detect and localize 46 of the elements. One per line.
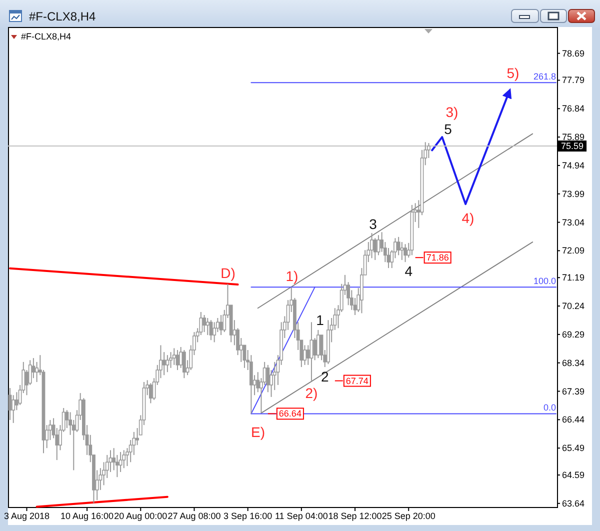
series-label: 261.8 <box>533 72 556 82</box>
y-tick-label: 67.39 <box>562 386 585 396</box>
series-label: 100.0 <box>533 276 556 286</box>
text: #F-CLX8,H4 <box>21 32 72 42</box>
y-tick-label: 64.59 <box>562 470 585 480</box>
annotation: D) <box>220 265 236 281</box>
y-tick-label: 72.09 <box>562 246 585 256</box>
x-tick-label: 27 Aug 08:00 <box>168 511 221 521</box>
annotation: 5) <box>506 65 520 81</box>
y-tick-label: 63.64 <box>562 498 585 508</box>
y-tick-label: 68.34 <box>562 358 585 368</box>
chart-title: #F-CLX8,H4 <box>29 10 96 24</box>
y-tick-label: 77.79 <box>562 75 585 86</box>
annotation: 1) <box>286 268 298 284</box>
x-tick-label: 3 Sep 16:00 <box>224 511 272 521</box>
y-tick-label: 73.99 <box>562 188 585 199</box>
annotation: 4) <box>462 210 474 226</box>
y-tick-label: 75.89 <box>562 132 585 142</box>
x-tick-label: 3 Aug 2018 <box>4 511 50 521</box>
annotation: 2) <box>305 385 318 402</box>
annotation: 3 <box>369 216 378 232</box>
annotation: 66.64 <box>278 408 302 419</box>
y-tick-label: 74.94 <box>562 160 585 170</box>
annotation: 4 <box>404 262 413 279</box>
series-label: 0.0 <box>543 402 556 413</box>
y-tick-label: 78.69 <box>562 48 585 58</box>
annotation: 5 <box>444 121 452 137</box>
y-tick-label: 65.49 <box>562 443 585 454</box>
annotation: 71.86 <box>426 252 449 263</box>
x-tick-label: 10 Aug 16:00 <box>60 511 114 521</box>
annotation: E) <box>251 424 265 440</box>
annotation: 2 <box>320 368 329 384</box>
y-tick-label: 76.84 <box>562 104 585 114</box>
y-tick-label: 71.19 <box>562 272 585 283</box>
y-tick-label: 70.24 <box>562 301 585 312</box>
annotation: 67.74 <box>346 376 368 386</box>
x-tick-label: 11 Sep 04:00 <box>274 511 328 521</box>
annotation: 1 <box>316 312 324 328</box>
y-tick-label: 69.29 <box>562 329 585 340</box>
annotation: 3) <box>446 104 458 120</box>
y-tick-label: 73.04 <box>562 217 585 228</box>
ref-line-label: 75.59 <box>561 141 584 152</box>
x-tick-label: 25 Sep 20:00 <box>382 511 436 521</box>
x-tick-label: 18 Sep 12:00 <box>328 511 382 521</box>
x-tick-label: 20 Aug 00:00 <box>114 511 168 521</box>
y-tick-label: 66.44 <box>562 414 585 425</box>
